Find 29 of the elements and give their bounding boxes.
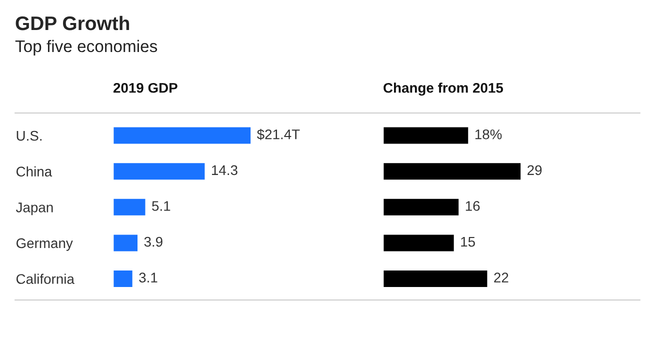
bar: [113, 162, 206, 181]
y-tick-label: China: [16, 166, 52, 177]
x-axis-title: Change from 2015: [384, 82, 504, 96]
data-label: 18%: [475, 129, 502, 140]
bar: [113, 126, 252, 146]
y-tick-label: Germany: [16, 238, 73, 251]
x-axis-title: 2019 GDP: [113, 82, 178, 93]
y-tick-label: U.S.: [16, 130, 42, 141]
data-label: 16: [466, 201, 480, 211]
data-label: 15: [461, 237, 475, 247]
bar: [113, 269, 134, 288]
bar: [383, 126, 470, 146]
chart-title: GDP Growth: [16, 16, 130, 30]
bar: [383, 269, 489, 288]
bar: [383, 198, 460, 217]
bar: [383, 162, 522, 181]
bar: [113, 233, 139, 253]
data-label: 14.3: [212, 165, 238, 176]
bar: [113, 198, 147, 217]
data-label: $21.4T: [256, 128, 300, 140]
data-label: 5.1: [152, 201, 170, 211]
data-label: 3.9: [144, 236, 162, 247]
data-label: 22: [494, 272, 508, 282]
data-label: 3.1: [139, 272, 158, 282]
bar: [383, 233, 456, 253]
y-tick-label: Japan: [16, 202, 53, 216]
y-tick-label: California: [16, 274, 74, 284]
chart-subtitle: Top five economies: [15, 40, 158, 56]
data-label: 29: [528, 165, 542, 176]
